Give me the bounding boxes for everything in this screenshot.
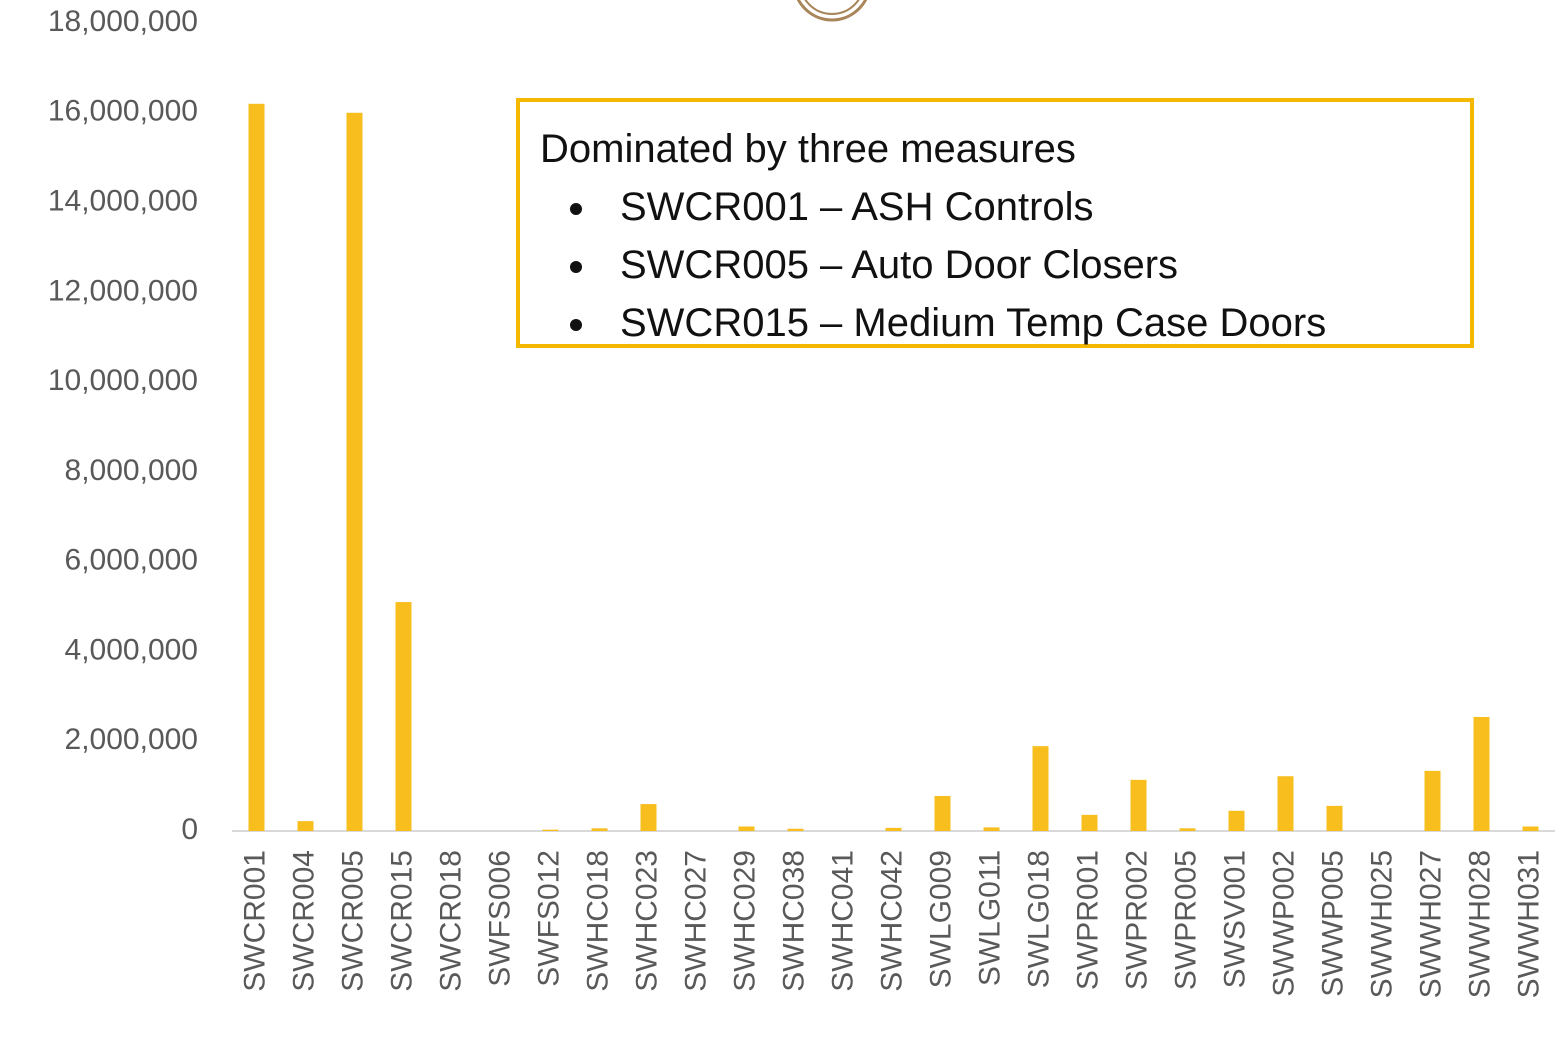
x-tick-label: SWFS006 bbox=[483, 850, 516, 987]
x-tick-label: SWLG018 bbox=[1022, 850, 1055, 988]
x-tick-label: SWCR015 bbox=[385, 850, 418, 992]
bar bbox=[1032, 746, 1049, 831]
x-tick-label: SWPR002 bbox=[1120, 850, 1153, 990]
x-tick-label: SWHC027 bbox=[679, 850, 712, 992]
x-tick-label: SWHC041 bbox=[826, 850, 859, 992]
x-tick-label: SWCR004 bbox=[287, 850, 320, 992]
bar bbox=[297, 821, 314, 831]
y-tick-label: 16,000,000 bbox=[48, 95, 198, 128]
x-tick-label: SWLG009 bbox=[924, 850, 957, 988]
bar bbox=[1473, 716, 1490, 831]
annotation-list: SWCR001 – ASH Controls SWCR005 – Auto Do… bbox=[540, 178, 1450, 352]
x-tick-label: SWWH027 bbox=[1414, 850, 1447, 998]
x-tick-label: SWWH025 bbox=[1365, 850, 1398, 998]
x-tick-label: SWWP002 bbox=[1267, 850, 1300, 997]
bar bbox=[934, 795, 951, 831]
bar bbox=[1277, 776, 1294, 831]
x-tick-label: SWHC038 bbox=[777, 850, 810, 992]
bar bbox=[640, 804, 657, 831]
x-tick-label: SWHC018 bbox=[581, 850, 614, 992]
annotation-item: SWCR005 – Auto Door Closers bbox=[600, 236, 1450, 294]
annotation-item: SWCR001 – ASH Controls bbox=[600, 178, 1450, 236]
bar bbox=[1522, 826, 1539, 831]
x-tick-label: SWHC029 bbox=[728, 850, 761, 992]
annotation-box: Dominated by three measures SWCR001 – AS… bbox=[516, 98, 1474, 348]
x-tick-label: SWWH028 bbox=[1463, 850, 1496, 998]
bar bbox=[885, 827, 902, 831]
bar bbox=[346, 112, 363, 832]
bar bbox=[1081, 814, 1098, 831]
x-tick-label: SWSV001 bbox=[1218, 850, 1251, 988]
x-tick-label: SWLG011 bbox=[973, 850, 1006, 986]
bar bbox=[1228, 810, 1245, 831]
annotation-title: Dominated by three measures bbox=[540, 127, 1076, 171]
y-tick-label: 6,000,000 bbox=[65, 544, 198, 577]
bar bbox=[1424, 770, 1441, 831]
y-tick-label: 10,000,000 bbox=[48, 364, 198, 397]
x-tick-label: SWPR001 bbox=[1071, 850, 1104, 990]
x-tick-label: SWWH031 bbox=[1512, 850, 1545, 998]
y-tick-label: 12,000,000 bbox=[48, 274, 198, 307]
x-tick-label: SWFS012 bbox=[532, 850, 565, 987]
bar bbox=[591, 828, 608, 831]
y-tick-label: 4,000,000 bbox=[65, 633, 198, 666]
bar bbox=[542, 829, 559, 831]
bar bbox=[738, 826, 755, 831]
x-tick-label: SWCR018 bbox=[434, 850, 467, 992]
x-tick-label: SWWP005 bbox=[1316, 850, 1349, 997]
bar bbox=[1326, 805, 1343, 831]
y-tick-label: 18,000,000 bbox=[48, 5, 198, 38]
x-tick-label: SWCR005 bbox=[336, 850, 369, 992]
logo-ring bbox=[796, 0, 868, 22]
annotation-item: SWCR015 – Medium Temp Case Doors bbox=[600, 294, 1450, 352]
bar bbox=[787, 828, 804, 831]
x-tick-label: SWCR001 bbox=[238, 850, 271, 992]
y-tick-label: 14,000,000 bbox=[48, 184, 198, 217]
x-tick-label: SWPR005 bbox=[1169, 850, 1202, 990]
y-tick-label: 2,000,000 bbox=[65, 723, 198, 756]
x-tick-label: SWHC042 bbox=[875, 850, 908, 992]
bar bbox=[248, 103, 265, 832]
logo-ring bbox=[804, 0, 860, 15]
bar bbox=[1179, 828, 1196, 831]
bar bbox=[1130, 779, 1147, 831]
bar bbox=[983, 827, 1000, 831]
x-tick-label: SWHC023 bbox=[630, 850, 663, 992]
y-tick-label: 0 bbox=[181, 813, 198, 846]
y-tick-label: 8,000,000 bbox=[65, 454, 198, 487]
bar bbox=[395, 602, 412, 831]
